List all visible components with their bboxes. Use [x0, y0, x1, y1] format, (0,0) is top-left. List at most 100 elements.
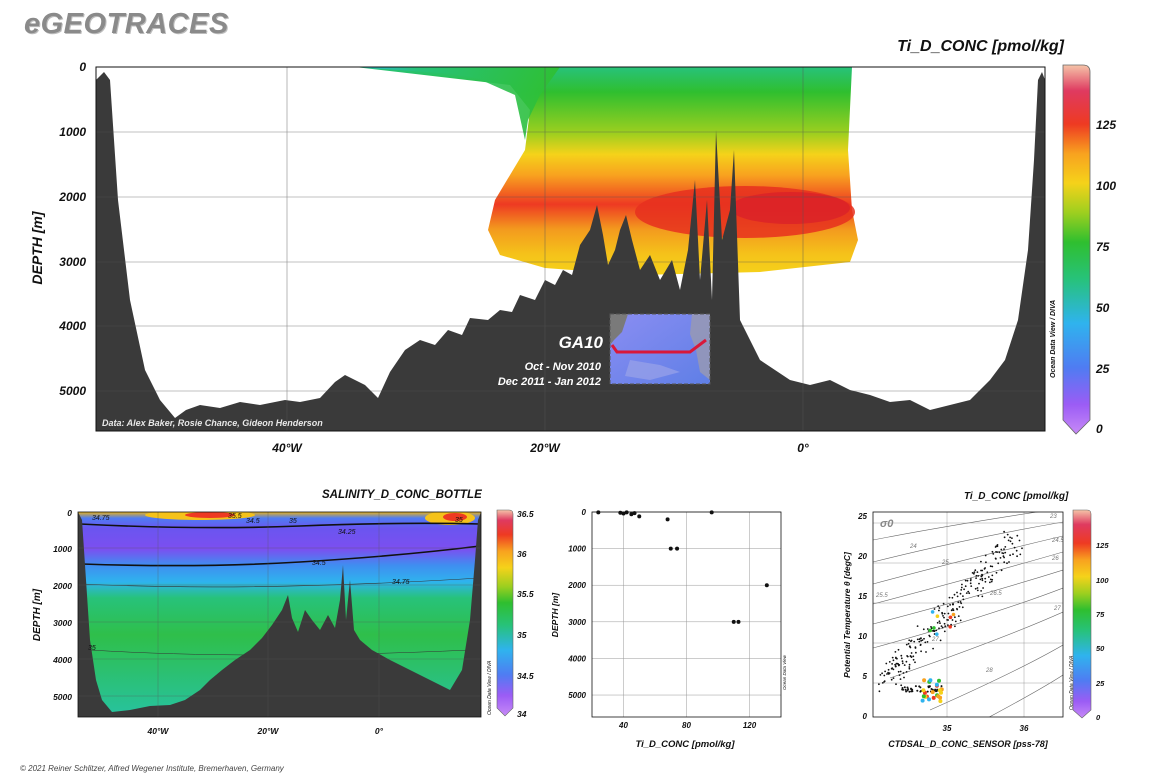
ts-data-point	[1012, 553, 1014, 556]
ts-data-point	[903, 664, 906, 666]
ts-data-point	[939, 639, 942, 642]
ts-data-point	[915, 651, 917, 654]
ts-data-point	[991, 578, 994, 581]
ts-data-point	[926, 690, 929, 693]
main-colorbar-tick: 0	[1096, 422, 1103, 436]
ts-data-point	[948, 625, 952, 629]
ts-data-point	[998, 551, 1001, 554]
ts-data-point	[1006, 533, 1009, 536]
ts-diagram-chart: 23 24 24.5 25 25.5 26 26.5 27 27 28 σ0 0…	[842, 509, 1109, 749]
ts-data-point	[1009, 536, 1011, 539]
ts-data-point	[910, 656, 913, 658]
ts-data-point	[908, 645, 911, 648]
ts-data-point	[976, 589, 979, 592]
ts-data-point	[888, 672, 891, 674]
profile-y-tick: 0	[582, 508, 587, 517]
ts-data-point	[942, 615, 944, 617]
ts-x-tick: 35	[943, 724, 952, 733]
ts-data-point	[931, 695, 936, 700]
ts-data-point	[981, 574, 984, 577]
ts-data-point	[943, 622, 946, 625]
ts-data-point	[936, 621, 939, 624]
ts-data-point	[918, 640, 921, 643]
ts-data-point	[905, 690, 908, 693]
ts-data-point	[907, 642, 910, 645]
ts-data-point	[888, 661, 891, 663]
ts-data-point	[946, 619, 948, 621]
profile-data-point	[632, 511, 637, 516]
ts-data-point	[924, 641, 927, 644]
ts-data-point	[1016, 534, 1019, 537]
salinity-contour-label: 34.5	[246, 518, 260, 525]
ts-data-point	[978, 582, 980, 585]
ts-data-point	[974, 587, 977, 590]
ts-data-point	[930, 690, 935, 695]
ts-data-point	[908, 639, 911, 642]
ts-data-point	[928, 634, 931, 637]
ts-data-point	[892, 659, 895, 662]
ts-data-point	[900, 654, 903, 657]
ts-data-point	[986, 571, 989, 574]
ts-data-point	[892, 668, 895, 671]
ts-data-point	[921, 694, 926, 699]
ts-data-point	[942, 602, 945, 605]
profile-y-tick: 4000	[567, 654, 586, 663]
isopycnal-label: 25.5	[875, 593, 888, 599]
ts-data-point	[1003, 548, 1005, 550]
ts-data-point	[1019, 553, 1022, 556]
ts-data-point	[908, 663, 911, 666]
ts-data-point	[914, 646, 917, 648]
main-colorbar-tick: 75	[1096, 240, 1110, 254]
salinity-contour-label: 34.25	[338, 529, 356, 536]
salinity-colorbar-tick: 35.5	[517, 589, 534, 599]
salinity-y-tick: 0	[67, 508, 72, 518]
ts-data-point	[919, 690, 922, 693]
ts-data-point	[895, 683, 897, 686]
ts-data-point	[920, 698, 925, 703]
ts-data-point	[930, 626, 932, 628]
ts-data-point	[885, 662, 888, 665]
ts-data-point	[961, 606, 964, 609]
ts-data-point	[883, 680, 886, 683]
main-colorbar-tick: 125	[1096, 118, 1116, 132]
ts-data-point	[975, 574, 978, 577]
odv-watermark: Ocean Data View / DIVA	[1069, 655, 1075, 710]
main-section-chart: GA10 Oct - Nov 2010 Dec 2011 - Jan 2012 …	[29, 60, 1116, 455]
ts-data-point	[937, 688, 942, 693]
ts-data-point	[960, 589, 963, 591]
ts-data-point	[899, 678, 902, 680]
ts-data-point	[989, 578, 992, 581]
ts-data-point	[980, 560, 982, 563]
ts-data-point	[960, 586, 963, 589]
ts-data-point	[951, 619, 954, 621]
profile-y-axis-label: DEPTH [m]	[550, 592, 560, 638]
main-colorbar-tick: 50	[1096, 301, 1110, 315]
ts-data-point	[997, 562, 1000, 565]
main-x-tick: 0°	[797, 441, 809, 455]
ts-data-point	[905, 671, 908, 673]
ts-data-point	[1004, 546, 1007, 548]
odv-watermark: Ocean Data View / DIVA	[487, 660, 493, 715]
ts-data-point	[976, 587, 979, 589]
salinity-y-tick: 3000	[53, 618, 72, 628]
ts-data-point	[952, 603, 954, 605]
ts-data-point	[898, 674, 901, 676]
odv-watermark: Ocean Data View	[782, 654, 787, 690]
ts-data-point	[956, 595, 959, 598]
ts-data-point	[933, 630, 936, 633]
ts-data-point	[895, 656, 897, 659]
ts-data-point	[957, 615, 960, 617]
profile-x-axis-label: Ti_D_CONC [pmol/kg]	[635, 739, 735, 750]
ts-data-point	[916, 689, 919, 692]
sigma-label: σ0	[880, 518, 894, 530]
main-y-tick: 1000	[59, 125, 86, 139]
ts-data-point	[891, 663, 893, 665]
ts-data-point	[878, 683, 880, 686]
profile-data-point	[637, 514, 642, 519]
salinity-contour-label: 34.75	[392, 579, 410, 586]
ts-data-point	[901, 687, 904, 689]
ts-data-point	[1021, 547, 1023, 550]
ts-data-point	[910, 690, 913, 693]
ts-data-point	[952, 609, 955, 612]
ts-data-point	[984, 554, 987, 557]
